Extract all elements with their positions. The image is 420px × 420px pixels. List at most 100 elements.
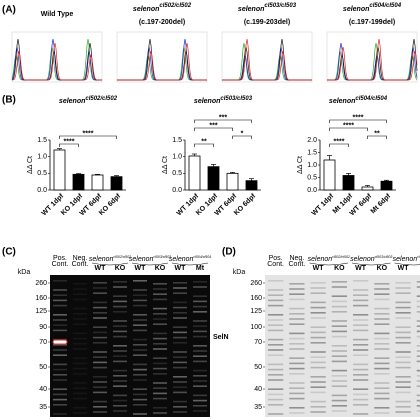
- significance-label: *: [241, 130, 244, 137]
- gel-band: [113, 410, 127, 412]
- gel-band: [331, 385, 347, 387]
- gel-band: [310, 361, 326, 364]
- gel-band: [331, 394, 347, 397]
- gel-band: [353, 299, 369, 302]
- gel-band: [113, 394, 127, 397]
- gel-band: [289, 357, 305, 359]
- group-label: selenoncl502/cl502: [308, 255, 350, 263]
- target-label: SelN: [213, 334, 229, 341]
- gel-band: [331, 330, 347, 333]
- gel-band: [374, 373, 390, 375]
- gel-band: [113, 335, 127, 338]
- marker-label: 40: [39, 386, 47, 393]
- gel-band: [310, 381, 326, 383]
- y-tick-label: 0.0: [37, 187, 47, 194]
- gel-band: [153, 348, 167, 350]
- group-brace: [351, 262, 391, 266]
- y-tick-label: 0.0: [172, 187, 182, 194]
- chart-title: selenoncl503/cl503: [194, 96, 253, 105]
- chromatogram-trace: [222, 38, 312, 81]
- gel-band: [395, 336, 411, 339]
- x-tick-label: WT 1dpf: [311, 192, 336, 217]
- gel-band: [331, 335, 347, 338]
- gel-band: [331, 369, 347, 372]
- gel-band: [53, 329, 67, 332]
- significance-bracket: [329, 119, 387, 123]
- gel-band: [289, 382, 305, 384]
- mutation: (c.197-199del): [349, 19, 395, 26]
- gel-band: [416, 281, 420, 283]
- gel-band: [395, 400, 411, 403]
- gel-band: [395, 351, 411, 353]
- lane-label: KO: [115, 265, 126, 272]
- gel-band: [53, 294, 67, 296]
- gel-band: [133, 379, 147, 381]
- gel-band: [289, 367, 305, 370]
- gel-band: [353, 324, 369, 326]
- gel-band: [268, 354, 284, 356]
- gel-band: [93, 312, 107, 314]
- gel-band: [289, 337, 305, 340]
- gel-band: [331, 300, 347, 303]
- group-brace: [309, 262, 349, 266]
- superscript: cl504/cl504: [355, 96, 387, 102]
- name: selenon: [393, 256, 418, 263]
- gel-band: [93, 376, 107, 378]
- gel-band: [289, 293, 305, 295]
- gel-band: [173, 351, 187, 353]
- gel-band: [353, 379, 369, 381]
- name: selenon: [350, 256, 375, 263]
- name: selenon: [238, 6, 264, 13]
- gel-band: [416, 380, 420, 382]
- chromatogram-frame: [221, 31, 313, 83]
- gel-band: [53, 349, 67, 351]
- gel-band: [353, 294, 369, 296]
- gel-band: [395, 342, 411, 344]
- significance-label: **: [201, 138, 207, 145]
- error-bar: [57, 148, 62, 150]
- marker-label: 90: [39, 324, 47, 331]
- gel-band: [289, 412, 305, 414]
- gel-band: [395, 287, 411, 289]
- gel: [265, 275, 420, 417]
- gel-band: [173, 292, 187, 294]
- gel-band: [395, 356, 411, 358]
- gel-band: [331, 375, 347, 377]
- gel-band: [93, 306, 107, 309]
- gel-band: [173, 326, 187, 328]
- gel-band: [310, 391, 326, 394]
- gel-band: [268, 329, 284, 332]
- chart-title: selenoncl502/cl502: [59, 96, 118, 105]
- gel-band: [268, 413, 284, 415]
- marker-label: 40: [254, 386, 262, 393]
- y-tick-label: 1.0: [307, 162, 317, 169]
- gel-band: [173, 411, 187, 413]
- lane-label: WT: [95, 265, 107, 272]
- bar: [361, 186, 374, 191]
- chromatogram-trace: [117, 42, 207, 81]
- gel-band: [395, 312, 411, 314]
- y-tick-label: 1.0: [37, 154, 47, 161]
- gel-band: [133, 324, 147, 326]
- significance-bracket: [194, 143, 214, 147]
- gel-band: [93, 406, 107, 408]
- gel-band: [416, 375, 420, 377]
- gel-band: [193, 295, 207, 297]
- y-tick-label: 0.0: [307, 187, 317, 194]
- name: selenon: [343, 6, 369, 13]
- gel-band: [93, 391, 107, 394]
- y-axis-label: ΔΔ Ct: [162, 156, 169, 174]
- seq-title: selenoncl504/cl504: [343, 3, 402, 13]
- marker-label: 260: [250, 280, 262, 287]
- gel-band: [53, 404, 67, 406]
- gel-band: [113, 286, 127, 288]
- gel-band: [73, 407, 87, 409]
- bar: [245, 180, 258, 191]
- lane-label: Pos.: [53, 255, 67, 262]
- gel-band: [416, 286, 420, 288]
- gel-band: [331, 350, 347, 352]
- gel-band: [374, 362, 390, 365]
- gel-band: [73, 288, 87, 290]
- gel-band: [173, 366, 187, 369]
- gel-band: [395, 361, 411, 364]
